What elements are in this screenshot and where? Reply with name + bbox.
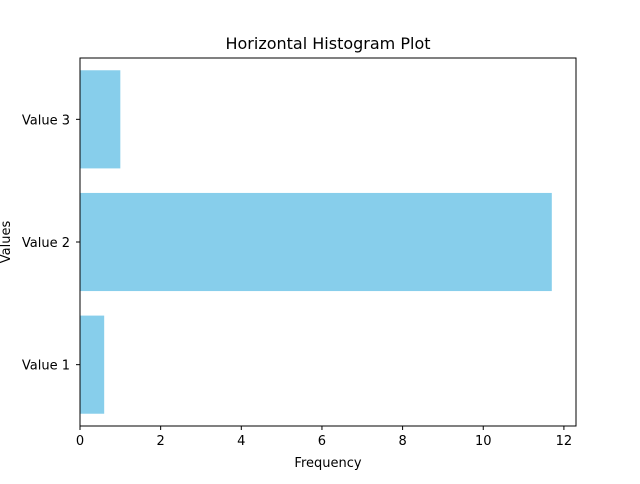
bars-layer bbox=[80, 70, 552, 414]
x-axis-label: Frequency bbox=[294, 456, 361, 471]
x-tick-label: 6 bbox=[318, 434, 326, 449]
y-axis: Value 1 Value 2 Value 3 bbox=[22, 113, 80, 374]
x-axis: 0 2 4 6 8 10 12 bbox=[76, 426, 572, 449]
x-tick-label: 4 bbox=[237, 434, 245, 449]
x-tick-label: 2 bbox=[157, 434, 165, 449]
bar-value-1 bbox=[80, 315, 105, 414]
y-tick-label: Value 2 bbox=[22, 236, 70, 251]
x-tick-label: 12 bbox=[556, 434, 573, 449]
x-tick-label: 0 bbox=[76, 434, 84, 449]
x-tick-label: 10 bbox=[475, 434, 492, 449]
y-axis-label: Values bbox=[0, 221, 14, 264]
y-tick-label: Value 3 bbox=[22, 113, 70, 128]
bar-value-3 bbox=[80, 70, 121, 169]
x-tick-label: 8 bbox=[398, 434, 406, 449]
y-tick-label: Value 1 bbox=[22, 359, 70, 374]
bar-value-2 bbox=[80, 192, 552, 292]
chart-title: Horizontal Histogram Plot bbox=[225, 34, 430, 53]
